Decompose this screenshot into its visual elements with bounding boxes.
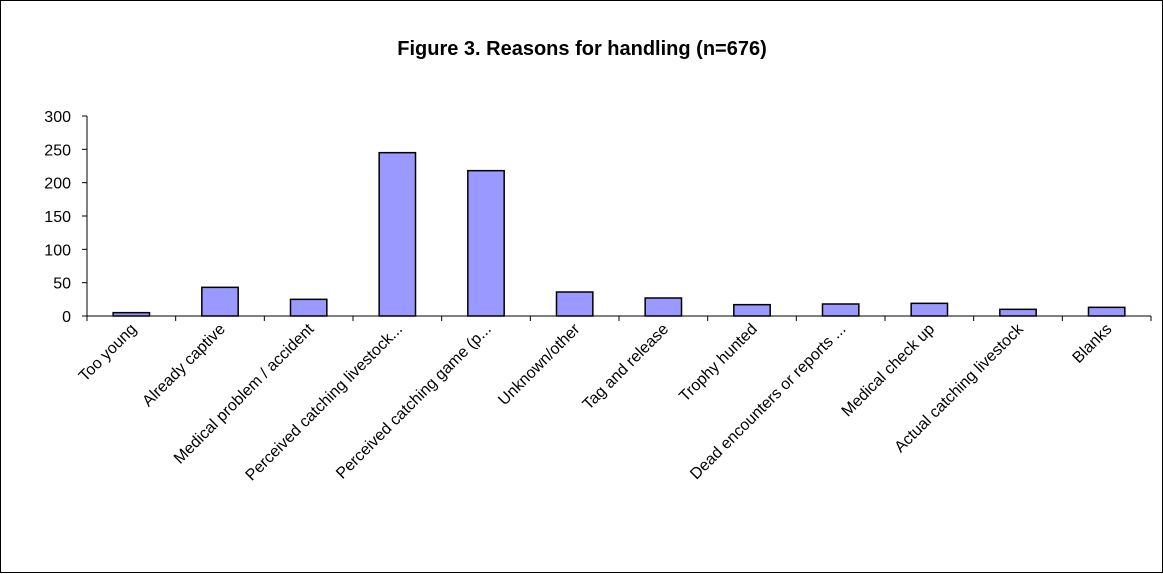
bar	[112, 311, 151, 317]
bar	[999, 308, 1037, 317]
bar	[289, 298, 328, 317]
bars	[112, 151, 1126, 317]
x-category-label: Medical problem / accident	[171, 320, 318, 467]
bar	[821, 303, 860, 317]
x-category-label: Dead encounters or reports ...	[687, 321, 849, 483]
bar	[910, 302, 949, 317]
y-axis: 0 50 100 150 200 250 300	[44, 109, 88, 326]
x-category-label: Trophy hunted	[676, 321, 761, 406]
bar	[555, 291, 594, 317]
x-axis	[86, 315, 1152, 321]
x-category-label: Unknown/other	[495, 320, 584, 409]
x-category-label: Too young	[76, 321, 140, 385]
y-tick-label: 300	[44, 109, 71, 126]
x-category-label: Already captive	[139, 321, 228, 410]
bar	[733, 303, 771, 317]
x-category-label: Medical check up	[839, 321, 939, 421]
bar	[467, 169, 505, 317]
y-tick-label: 150	[44, 209, 71, 226]
y-tick-label: 250	[44, 142, 71, 159]
bar	[644, 297, 683, 317]
chart-title: Figure 3. Reasons for handling (n=676)	[397, 38, 767, 60]
x-category-label: Blanks	[1070, 321, 1116, 367]
bar	[378, 151, 417, 317]
bar	[1087, 306, 1126, 317]
y-tick-label: 0	[62, 309, 71, 326]
y-tick-label: 50	[53, 276, 71, 293]
x-category-label: Perceived catching livestock...	[243, 321, 407, 485]
y-tick-label: 200	[44, 176, 71, 193]
y-tick-label: 100	[44, 242, 71, 259]
x-category-label: Perceived catching game (p...	[333, 321, 495, 483]
x-category-label: Tag and release	[580, 321, 673, 414]
bar	[201, 286, 239, 317]
